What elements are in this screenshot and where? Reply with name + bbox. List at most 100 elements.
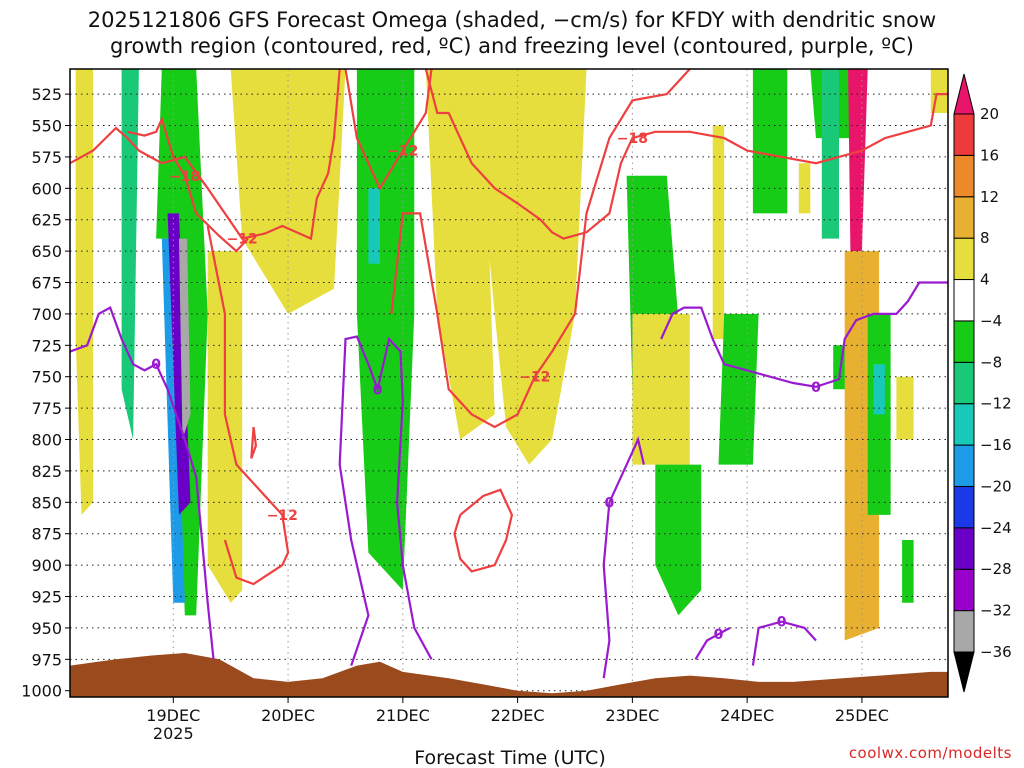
purple-contour-line — [660, 281, 948, 388]
red-contour-label: −18 — [617, 131, 648, 147]
x-tick-label: 22DEC — [491, 706, 545, 725]
colorbar-label: −12 — [980, 395, 1012, 413]
colorbar-segment — [953, 361, 975, 405]
colorbar-segment — [953, 610, 975, 653]
x-axis-label: Forecast Time (UTC) — [414, 747, 605, 768]
red-contour-label: −12 — [519, 370, 550, 386]
purple-contour-label: 0 — [811, 380, 821, 396]
title-line-1: 2025121806 GFS Forecast Omega (shaded, −… — [88, 8, 936, 32]
colorbar-label: −28 — [980, 560, 1012, 578]
red-contour-line — [70, 69, 341, 241]
y-tick-label: 750 — [31, 368, 62, 387]
x-tick-label: 24DEC — [720, 706, 774, 725]
y-tick-label: 800 — [31, 431, 62, 450]
title-line-2: growth region (contoured, red, ºC) and f… — [110, 34, 914, 58]
y-tick-label: 900 — [31, 556, 62, 575]
omega-region — [75, 69, 93, 515]
terrain-fill — [70, 653, 948, 697]
y-tick-label: 550 — [31, 117, 62, 136]
red-contour-label: −18 — [169, 169, 200, 185]
red-contour-line — [206, 225, 290, 586]
omega-region — [848, 69, 868, 252]
red-contour-line — [127, 116, 249, 253]
colorbar-high-triangle — [953, 73, 975, 115]
x-tick-label: 25DEC — [835, 706, 889, 725]
red-contour-line — [424, 69, 948, 240]
y-tick-label: 600 — [31, 179, 62, 198]
colorbar-label: −8 — [980, 353, 1002, 371]
purple-contour-label: 0 — [605, 495, 615, 511]
x-tick-label: 23DEC — [605, 706, 659, 725]
omega-region — [896, 376, 914, 440]
y-tick-label: 575 — [31, 148, 62, 167]
colorbar-segment — [953, 237, 975, 281]
y-tick-label: 1000 — [21, 682, 62, 701]
purple-contour-line — [694, 626, 731, 660]
omega-region — [902, 540, 914, 603]
purple-contour-line — [338, 335, 433, 666]
colorbar-label: −24 — [980, 519, 1012, 537]
colorbar-label: −16 — [980, 436, 1012, 454]
omega-region — [179, 238, 191, 440]
y-tick-label: 625 — [31, 211, 62, 230]
omega-region — [471, 69, 587, 465]
purple-contour-label: 0 — [777, 615, 787, 631]
y-tick-label: 675 — [31, 274, 62, 293]
y-tick-label: 825 — [31, 462, 62, 481]
x-tick-label: 21DEC — [376, 706, 430, 725]
x-tick-sublabel: 2025 — [153, 724, 194, 743]
colorbar-label: −32 — [980, 602, 1012, 620]
colorbar-segment — [953, 196, 975, 239]
y-tick-label: 700 — [31, 305, 62, 324]
colorbar: −36 −32 −28 −24 −20 −16 −12 −8 −4 4 8 12 16 20 — [953, 73, 1012, 693]
y-tick-label: 925 — [31, 588, 62, 607]
red-contour-line — [390, 69, 691, 429]
colorbar-segment — [953, 320, 975, 363]
colorbar-low-triangle — [953, 651, 975, 693]
colorbar-label: 8 — [980, 229, 990, 247]
y-tick-label: 875 — [31, 525, 62, 544]
purple-contour-line — [70, 306, 215, 660]
colorbar-segment — [953, 403, 975, 446]
colorbar-segment — [953, 444, 975, 487]
red-contour-label: −12 — [227, 232, 258, 248]
plot-frame — [69, 68, 949, 698]
colorbar-label: −20 — [980, 477, 1012, 495]
colorbar-label: 20 — [980, 105, 999, 123]
colorbar-segment — [953, 154, 975, 198]
credit-text: coolwx.com/modelts — [849, 744, 1012, 762]
purple-contour-line — [751, 620, 817, 666]
terrain — [70, 653, 948, 697]
colorbar-segment — [953, 568, 975, 612]
omega-region — [798, 163, 811, 214]
omega-region — [867, 313, 891, 515]
omega-region — [821, 69, 839, 239]
colorbar-segment — [953, 527, 975, 570]
colorbar-label: −4 — [980, 312, 1002, 330]
colorbar-label: −36 — [980, 643, 1012, 661]
x-tick-label: 20DEC — [261, 706, 315, 725]
y-tick-label: 975 — [31, 650, 62, 669]
dendritic-growth-contours: −12 −18 −12 −12 −18 −12 — [70, 69, 948, 586]
omega-region — [718, 313, 759, 465]
y-tick-label: 525 — [31, 85, 62, 104]
omega-region — [712, 125, 725, 339]
purple-contour-label: 0 — [714, 627, 724, 643]
freezing-level-contours: 0 0 0 0 0 0 — [70, 281, 948, 679]
y-tick-label: 775 — [31, 399, 62, 418]
omega-region — [425, 69, 495, 440]
x-tick-label: 19DEC — [146, 706, 200, 725]
omega-shading — [75, 69, 948, 641]
red-contour-line — [453, 488, 514, 573]
colorbar-label: 4 — [980, 271, 990, 289]
red-contour-line — [250, 426, 258, 459]
colorbar-segment — [953, 279, 975, 322]
red-contour-label: −12 — [387, 144, 418, 160]
omega-region — [752, 69, 788, 214]
chart-title: 2025121806 GFS Forecast Omega (shaded, −… — [88, 8, 936, 58]
omega-region — [368, 188, 380, 264]
omega-region — [207, 251, 243, 603]
omega-region — [632, 313, 690, 465]
